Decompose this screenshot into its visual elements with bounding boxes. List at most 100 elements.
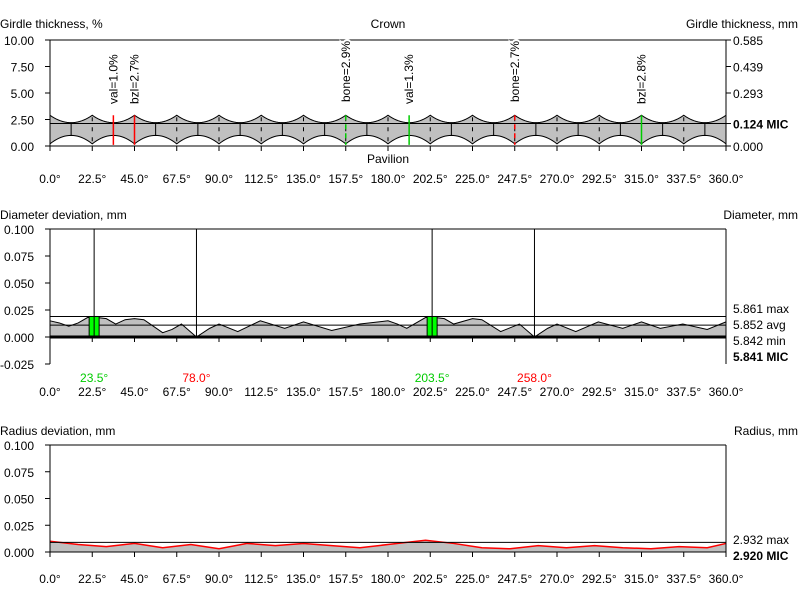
x-tick-label: 157.5° (328, 572, 363, 586)
x-tick-label: 0.0° (39, 172, 61, 186)
radius-ylabel-right: Radius, mm (734, 424, 798, 438)
angle-marker-label: 258.0° (517, 371, 552, 385)
x-tick-label: 360.0° (709, 172, 744, 186)
x-tick-label: 225.0° (455, 572, 490, 586)
x-tick-label: 270.0° (540, 385, 575, 399)
right-value-label: 5.861 max (733, 302, 789, 316)
marker-label: bzl=2.8% (635, 54, 649, 104)
x-tick-label: 202.5° (413, 172, 448, 186)
right-y-tick-label: 0.585 (733, 34, 763, 48)
right-y-tick-label: 0.293 (733, 87, 763, 101)
girdle-ylabel-right: Girdle thickness, mm (686, 17, 798, 31)
crown-label: Crown (371, 17, 406, 31)
right-value-label: 5.852 avg (733, 318, 786, 332)
y-tick-label: 0.100 (4, 223, 34, 237)
x-tick-label: 247.5° (497, 172, 532, 186)
right-y-tick-label: 0.124 MIC (733, 118, 789, 132)
right-value-label: 5.842 min (733, 334, 786, 348)
y-tick-label: 0.000 (4, 546, 34, 560)
x-tick-label: 22.5° (78, 572, 106, 586)
y-tick-label: -0.025 (0, 358, 34, 372)
x-tick-label: 225.0° (455, 172, 490, 186)
y-tick-label: 0.000 (4, 331, 34, 345)
pavilion-outline (49, 134, 727, 145)
x-tick-label: 202.5° (413, 385, 448, 399)
y-tick-label: 0.075 (4, 466, 34, 480)
x-tick-label: 180.0° (371, 572, 406, 586)
y-tick-label: 0.075 (4, 250, 34, 264)
x-tick-label: 45.0° (120, 385, 148, 399)
x-tick-label: 270.0° (540, 172, 575, 186)
y-tick-label: 2.50 (11, 114, 35, 128)
y-tick-label: 0.025 (4, 519, 34, 533)
marker-label: bone=2.7% (508, 41, 522, 102)
x-tick-label: 157.5° (328, 385, 363, 399)
x-tick-label: 112.5° (244, 385, 278, 399)
x-tick-label: 180.0° (371, 172, 406, 186)
deviation-area (50, 317, 726, 337)
y-tick-label: 0.050 (4, 493, 34, 507)
x-tick-label: 45.0° (120, 172, 148, 186)
x-tick-label: 337.5° (666, 172, 701, 186)
x-tick-label: 135.0° (286, 172, 321, 186)
x-tick-label: 247.5° (497, 385, 532, 399)
y-tick-label: 0.100 (4, 439, 34, 453)
x-tick-label: 292.5° (582, 572, 617, 586)
diameter-ylabel-right: Diameter, mm (723, 208, 798, 222)
angle-marker-label: 203.5° (415, 371, 450, 385)
x-tick-label: 135.0° (286, 385, 321, 399)
crown-outline (49, 114, 727, 124)
deviation-line (49, 539, 727, 550)
x-tick-label: 360.0° (709, 572, 744, 586)
x-tick-label: 0.0° (39, 385, 61, 399)
x-tick-label: 90.0° (205, 572, 233, 586)
right-y-tick-label: 0.000 (733, 140, 763, 154)
x-tick-label: 112.5° (244, 572, 278, 586)
x-tick-label: 67.5° (163, 172, 191, 186)
deviation-line (49, 317, 727, 338)
angle-marker-label: 23.5° (80, 371, 108, 385)
x-tick-label: 270.0° (540, 572, 575, 586)
y-tick-label: 5.00 (11, 87, 35, 101)
y-tick-label: 7.50 (11, 61, 35, 75)
x-tick-label: 247.5° (497, 572, 532, 586)
x-tick-label: 90.0° (205, 385, 233, 399)
x-tick-label: 225.0° (455, 385, 490, 399)
x-tick-label: 292.5° (582, 385, 617, 399)
x-tick-label: 0.0° (39, 572, 61, 586)
y-tick-label: 0.00 (11, 140, 35, 154)
x-tick-label: 90.0° (205, 172, 233, 186)
x-tick-label: 315.0° (624, 172, 659, 186)
right-y-tick-label: 0.439 (733, 61, 763, 75)
marker-label: bzl=2.7% (128, 54, 142, 104)
diameter-ylabel-left: Diameter deviation, mm (0, 208, 127, 222)
marker-label: val=1.0% (106, 54, 120, 104)
x-tick-label: 337.5° (666, 385, 701, 399)
angle-marker-label: 78.0° (182, 371, 210, 385)
x-tick-label: 22.5° (78, 385, 106, 399)
right-value-label: 5.841 MIC (733, 350, 789, 364)
right-value-label: 2.920 MIC (733, 549, 789, 563)
x-tick-label: 135.0° (286, 572, 321, 586)
x-tick-label: 292.5° (582, 172, 617, 186)
pavilion-label: Pavilion (367, 152, 409, 166)
marker-label: bone=2.9% (339, 41, 353, 102)
x-tick-label: 180.0° (371, 385, 406, 399)
radius-ylabel-left: Radius deviation, mm (0, 424, 115, 438)
x-tick-label: 315.0° (624, 385, 659, 399)
x-tick-label: 22.5° (78, 172, 106, 186)
y-tick-label: 10.00 (4, 34, 34, 48)
x-tick-label: 315.0° (624, 572, 659, 586)
girdle-ylabel-left: Girdle thickness, % (0, 17, 103, 31)
marker-label: val=1.3% (402, 54, 416, 104)
x-tick-label: 112.5° (244, 172, 278, 186)
x-tick-label: 157.5° (328, 172, 363, 186)
x-tick-label: 202.5° (413, 572, 448, 586)
x-tick-label: 67.5° (163, 572, 191, 586)
y-tick-label: 0.050 (4, 277, 34, 291)
x-tick-label: 337.5° (666, 572, 701, 586)
x-tick-label: 45.0° (120, 572, 148, 586)
x-tick-label: 360.0° (709, 385, 744, 399)
x-tick-label: 67.5° (163, 385, 191, 399)
